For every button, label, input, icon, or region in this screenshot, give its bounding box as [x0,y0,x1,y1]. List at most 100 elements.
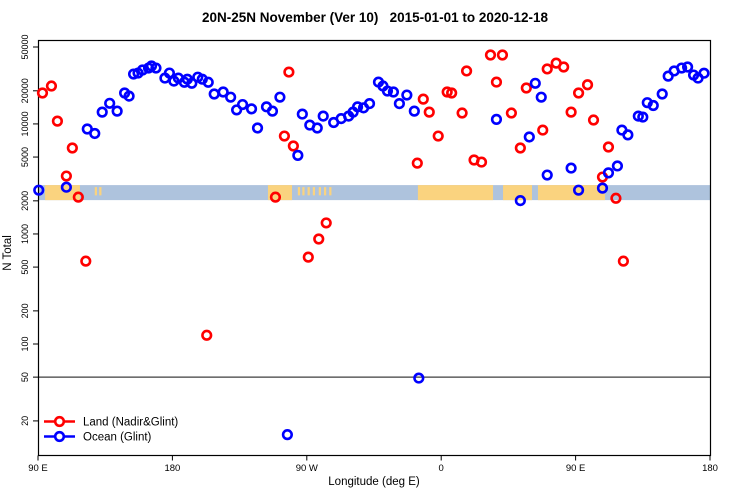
y-tick-label: 50 [20,372,30,382]
data-point-ocean [123,90,135,102]
map-strip-land-patch [537,185,606,201]
data-point-ocean [523,131,535,143]
data-point-ocean [245,103,258,115]
map-strip-island-speck [297,187,301,196]
data-point-ocean [647,99,659,112]
x-axis-label: Longitude (deg E) [328,476,420,488]
data-point-ocean [408,105,420,117]
data-point-ocean [104,97,116,109]
data-point-land [278,130,291,142]
data-point-ocean [281,429,293,441]
y-tick-label: 20 [20,416,30,426]
map-strip-island-speck [302,187,305,196]
y-tick-label: 200 [20,303,30,318]
data-point-land [60,170,72,182]
data-point-ocean [381,85,394,97]
data-point-land [565,106,577,118]
data-point-ocean [251,122,264,134]
data-point-ocean [572,184,585,196]
data-point-land [490,76,503,88]
data-point-ocean [89,127,101,140]
data-point-ocean [96,106,108,118]
data-point-land [313,233,325,245]
data-point-land [51,115,64,127]
data-point-ocean [163,67,176,79]
y-tick-label: 1000 [20,224,30,244]
data-point-land [460,65,473,77]
data-point-land [287,140,299,152]
data-point-ocean [602,167,615,179]
data-point-land [320,217,332,229]
data-point-ocean [111,105,123,117]
data-point-ocean [535,91,547,103]
data-point-land [66,142,78,154]
data-point-land [36,87,49,99]
y-axis-label: N Total [2,235,14,271]
data-point-ocean [514,194,526,207]
data-point-ocean [33,184,45,196]
map-strip-island-speck [94,187,97,196]
x-tick-label: 0 [439,463,444,474]
data-point-ocean [217,86,229,98]
y-tick-label: 100 [20,336,30,351]
data-point-land [514,142,526,154]
data-point-land [505,107,517,119]
data-point-ocean [150,62,162,74]
y-tick-label: 500 [20,260,30,275]
map-strip-land-patch [267,185,293,201]
data-point-land [602,141,615,153]
data-point-ocean [202,76,214,88]
chart-title: 20N-25N November (Ver 10) 2015-01-01 to … [202,10,548,25]
data-point-ocean [413,372,425,384]
data-point-land [411,157,423,169]
data-point-land [80,255,92,267]
legend-marker-icon [53,415,66,428]
data-point-land [610,192,622,204]
y-tick-label: 2000 [20,191,30,211]
data-point-ocean [60,181,72,193]
data-point-ocean [622,129,634,141]
map-strip-island-speck [318,187,321,196]
data-point-land [302,251,314,263]
data-point-land [45,80,58,92]
data-point-land [432,130,444,142]
y-tick-label: 10000 [20,111,30,136]
data-point-ocean [292,149,304,161]
data-point-land [201,329,213,341]
data-point-land [537,124,549,136]
data-point-ocean [136,64,149,76]
data-point-ocean [529,77,541,89]
data-point-land [572,87,585,99]
y-tick-label: 5000 [20,147,30,167]
data-point-land [484,49,497,61]
data-point-ocean [317,110,329,122]
data-point-ocean [274,91,286,103]
legend-marker-icon [53,430,66,443]
map-strip-island-speck [323,187,327,196]
data-point-ocean [656,88,668,100]
data-point-land [269,191,282,203]
data-point-land [496,49,509,61]
data-point-ocean [401,89,413,101]
data-point-ocean [490,113,503,125]
data-point-ocean [565,162,577,174]
data-point-ocean [698,67,710,79]
data-point-ocean [208,88,220,100]
legend-item-label: Ocean (Glint) [83,432,152,444]
data-point-ocean [637,111,649,123]
map-strip-ocean [38,185,710,201]
map-strip-island-speck [312,187,316,196]
map-strip-island-speck [307,187,310,196]
data-point-land [283,66,295,78]
data-point-ocean [296,108,308,120]
data-point-ocean [225,91,237,103]
y-tick-label: 50000 [20,34,30,59]
data-point-land [446,87,458,99]
data-point-land [417,93,429,105]
data-point-land [581,79,594,91]
data-point-ocean [596,182,609,194]
plot-border [37,39,712,457]
data-point-land [617,255,629,267]
x-tick-label: 90 E [28,463,48,474]
